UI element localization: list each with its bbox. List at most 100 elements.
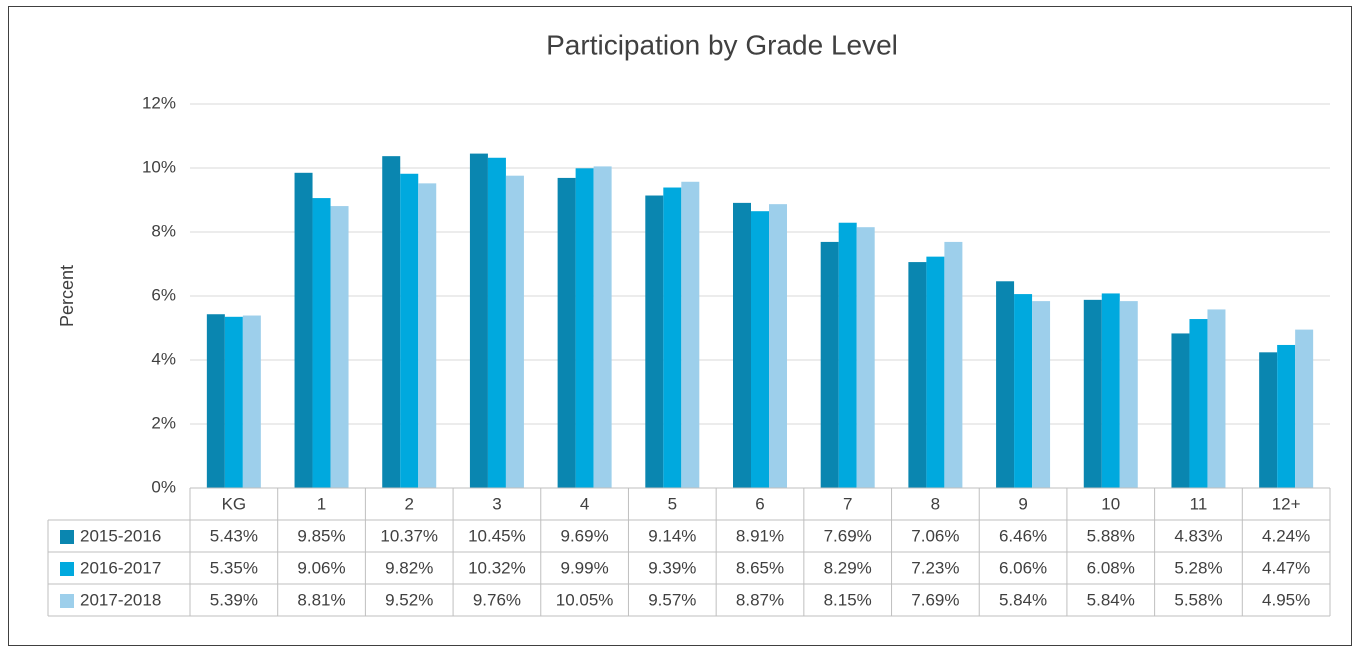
bar — [996, 281, 1015, 488]
legend-swatch — [60, 562, 74, 576]
table-cell: 5.58% — [1174, 590, 1222, 609]
bar — [575, 168, 594, 488]
bar — [418, 183, 437, 489]
x-tick-label: 8 — [931, 494, 940, 513]
table-cell: 9.57% — [648, 590, 696, 609]
table-cell: 9.52% — [385, 590, 433, 609]
x-tick-label: 7 — [843, 494, 852, 513]
table-cell: 10.45% — [468, 526, 526, 545]
table-cell: 5.43% — [210, 526, 258, 545]
legend-label: 2017-2018 — [80, 590, 161, 609]
bar — [487, 157, 506, 488]
table-cell: 4.83% — [1174, 526, 1222, 545]
y-tick-label: 0% — [151, 477, 176, 496]
x-tick-label: 12+ — [1272, 494, 1301, 513]
table-cell: 5.88% — [1087, 526, 1135, 545]
bar — [820, 241, 839, 488]
bar — [838, 222, 857, 488]
table-cell: 6.46% — [999, 526, 1047, 545]
table-cell: 6.06% — [999, 558, 1047, 577]
bar — [1119, 301, 1138, 488]
table-cell: 9.14% — [648, 526, 696, 545]
bar — [1014, 294, 1033, 488]
bar — [312, 198, 331, 488]
table-cell: 8.15% — [824, 590, 872, 609]
bar — [557, 177, 576, 489]
table-cell: 4.47% — [1262, 558, 1310, 577]
table-cell: 8.87% — [736, 590, 784, 609]
table-cell: 7.69% — [911, 590, 959, 609]
table-cell: 7.06% — [911, 526, 959, 545]
bar — [769, 204, 787, 488]
bar — [593, 166, 612, 488]
bar — [944, 241, 963, 488]
y-tick-label: 8% — [151, 221, 176, 240]
bar — [505, 175, 524, 488]
table-cell: 6.08% — [1087, 558, 1135, 577]
y-tick-label: 2% — [151, 413, 176, 432]
legend-swatch — [60, 594, 74, 608]
bar — [1207, 309, 1226, 488]
bar — [1295, 329, 1314, 488]
bar — [681, 181, 700, 488]
bar — [206, 314, 225, 488]
bar — [400, 173, 419, 488]
x-tick-label: 5 — [668, 494, 677, 513]
bar — [224, 316, 243, 488]
table-cell: 5.35% — [210, 558, 258, 577]
bar — [1277, 344, 1296, 488]
bar — [645, 195, 664, 488]
y-tick-label: 6% — [151, 285, 176, 304]
bar — [469, 153, 488, 488]
bar — [1189, 319, 1208, 488]
table-cell: 9.39% — [648, 558, 696, 577]
table-cell: 9.76% — [473, 590, 521, 609]
table-cell: 7.69% — [824, 526, 872, 545]
table-cell: 10.05% — [556, 590, 614, 609]
bar — [242, 315, 261, 488]
table-cell: 9.85% — [297, 526, 345, 545]
chart-title: Participation by Grade Level — [546, 29, 898, 60]
table-cell: 4.24% — [1262, 526, 1310, 545]
bar — [751, 211, 769, 488]
table-cell: 9.99% — [561, 558, 609, 577]
legend-label: 2016-2017 — [80, 558, 161, 577]
bar — [1259, 352, 1278, 488]
y-tick-label: 12% — [142, 93, 176, 112]
bar — [1171, 333, 1190, 488]
bar — [1083, 299, 1102, 488]
bar — [294, 172, 313, 489]
x-tick-label: 9 — [1018, 494, 1027, 513]
bar — [926, 256, 945, 488]
table-cell: 8.81% — [297, 590, 345, 609]
y-tick-label: 10% — [142, 157, 176, 176]
table-cell: 5.39% — [210, 590, 258, 609]
legend-swatch — [60, 530, 74, 544]
table-cell: 4.95% — [1262, 590, 1310, 609]
bar — [733, 202, 751, 488]
legend-label: 2015-2016 — [80, 526, 161, 545]
table-cell: 8.91% — [736, 526, 784, 545]
table-cell: 8.29% — [824, 558, 872, 577]
x-tick-label: 1 — [317, 494, 326, 513]
bar — [908, 262, 927, 488]
x-tick-label: 4 — [580, 494, 589, 513]
x-tick-label: 3 — [492, 494, 501, 513]
x-tick-label: 2 — [404, 494, 413, 513]
table-cell: 9.69% — [561, 526, 609, 545]
x-tick-label: 10 — [1101, 494, 1120, 513]
table-cell: 9.06% — [297, 558, 345, 577]
table-cell: 10.32% — [468, 558, 526, 577]
table-cell: 5.84% — [999, 590, 1047, 609]
table-cell: 5.84% — [1087, 590, 1135, 609]
bar — [330, 206, 349, 488]
table-cell: 10.37% — [380, 526, 438, 545]
y-axis-label: Percent — [57, 265, 77, 327]
table-cell: 5.28% — [1174, 558, 1222, 577]
x-tick-label: KG — [222, 494, 247, 513]
table-cell: 7.23% — [911, 558, 959, 577]
table-cell: 9.82% — [385, 558, 433, 577]
bar — [1032, 301, 1051, 488]
bar — [663, 187, 682, 488]
